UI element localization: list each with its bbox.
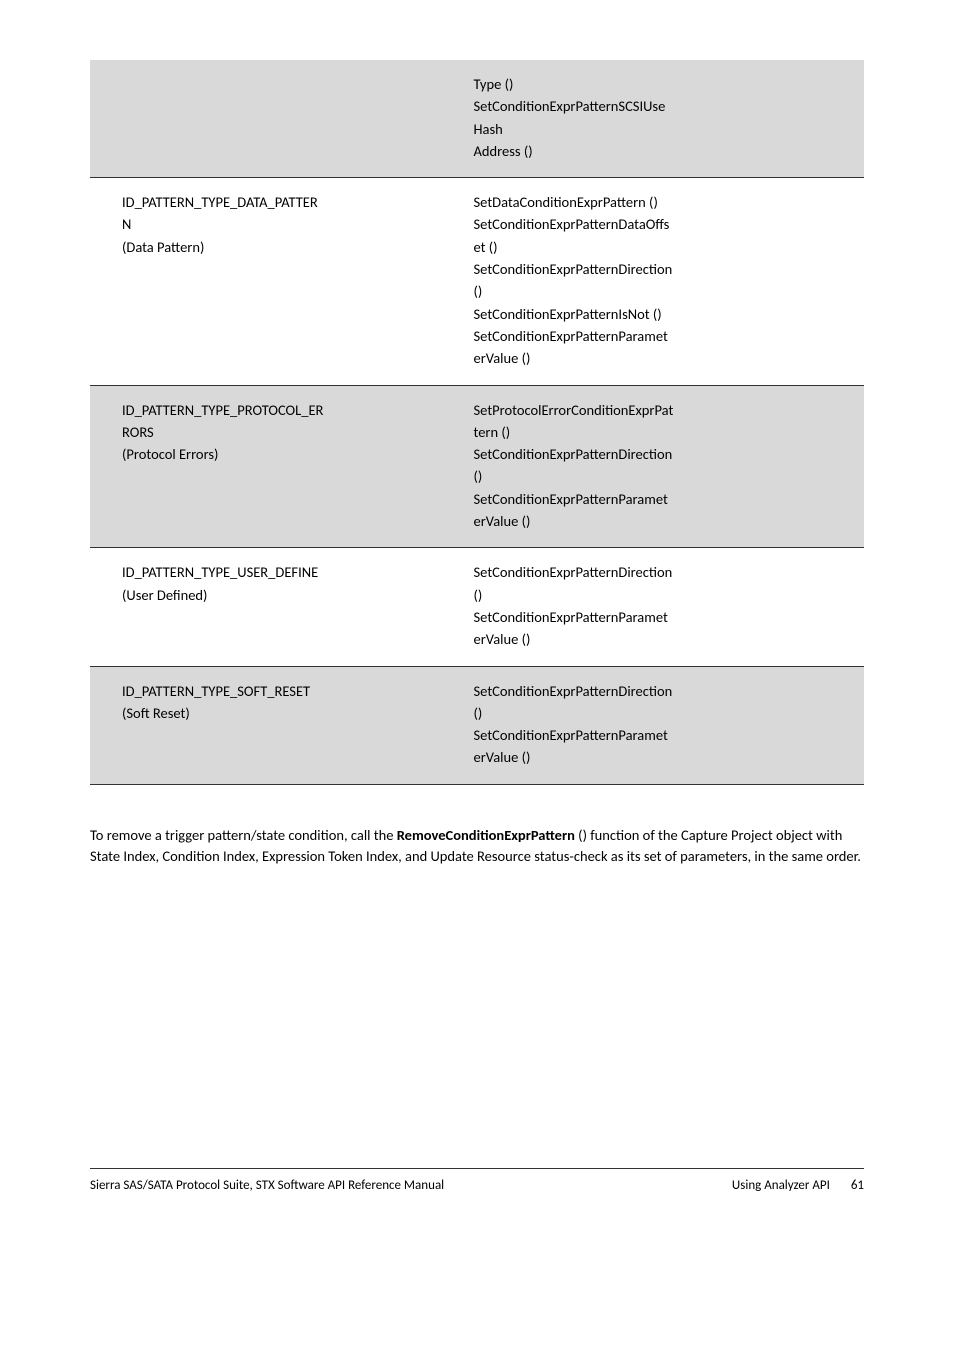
cell-text: SetProtocolErrorConditionExprPat [474, 400, 852, 420]
cell-text: ID_PATTERN_TYPE_SOFT_RESET [122, 681, 450, 701]
pattern-name-cell: ID_PATTERN_TYPE_USER_DEFINE (User Defined… [90, 548, 462, 666]
cell-text: erValue () [474, 747, 852, 767]
cell-text: erValue () [474, 629, 852, 649]
cell-text: SetConditionExprPatternDataOffs [474, 214, 852, 234]
footer-page-number: 61 [851, 1178, 864, 1193]
footer-right: Using Analyzer API 61 [732, 1177, 864, 1195]
cell-text: (Soft Reset) [122, 703, 450, 723]
cell-text: (Protocol Errors) [122, 444, 450, 464]
para-bold: RemoveConditionExprPattern [397, 826, 575, 844]
pattern-name-cell: ID_PATTERN_TYPE_DATA_PATTERN (Data Patter… [90, 178, 462, 385]
cell-text: SetConditionExprPatternParamet [474, 326, 852, 346]
table-row: ID_PATTERN_TYPE_PROTOCOL_ERRORS(Protocol… [90, 385, 864, 548]
footer-divider [90, 1168, 864, 1177]
table-row: ID_PATTERN_TYPE_SOFT_RESET(Soft Reset)Se… [90, 666, 864, 784]
pattern-name-cell: ID_PATTERN_TYPE_SOFT_RESET(Soft Reset) [90, 666, 462, 784]
cell-text: SetConditionExprPatternDirection [474, 681, 852, 701]
cell-text: SetConditionExprPatternParamet [474, 489, 852, 509]
footer-section-label: Using Analyzer API [732, 1178, 830, 1193]
cell-text: erValue () [474, 511, 852, 531]
cell-text: () [474, 703, 852, 723]
cell-text: SetConditionExprPatternDirection [474, 444, 852, 464]
cell-text: SetConditionExprPatternSCSIUse [474, 96, 852, 116]
cell-text: tern () [474, 422, 852, 442]
para-pre: To remove a trigger pattern/state condit… [90, 826, 397, 844]
table-row: Type ()SetConditionExprPatternSCSIUse Has… [90, 60, 864, 178]
pattern-functions-cell: SetDataConditionExprPattern ()SetConditi… [462, 178, 864, 385]
footer-left-text: Sierra SAS/SATA Protocol Suite, STX Soft… [90, 1177, 732, 1195]
cell-text: et () [474, 237, 852, 257]
page-footer: Sierra SAS/SATA Protocol Suite, STX Soft… [90, 1177, 864, 1195]
pattern-table: Type ()SetConditionExprPatternSCSIUse Has… [90, 60, 864, 785]
pattern-functions-cell: SetConditionExprPatternDirection()SetCon… [462, 666, 864, 784]
cell-text: () [474, 281, 852, 301]
cell-text: (User Defined) [122, 585, 450, 605]
table-row: ID_PATTERN_TYPE_DATA_PATTERN (Data Patter… [90, 178, 864, 385]
cell-text: (Data Pattern) [122, 237, 450, 257]
pattern-functions-cell: SetConditionExprPatternDirection ()SetCon… [462, 548, 864, 666]
cell-text: SetConditionExprPatternParamet [474, 725, 852, 745]
cell-text: SetConditionExprPatternDirection [474, 259, 852, 279]
pattern-functions-cell: Type ()SetConditionExprPatternSCSIUse Has… [462, 60, 864, 178]
cell-text: SetConditionExprPatternIsNot () [474, 304, 852, 324]
cell-text: Type () [474, 74, 852, 94]
pattern-name-cell: ID_PATTERN_TYPE_PROTOCOL_ERRORS(Protocol… [90, 385, 462, 548]
cell-text: N [122, 214, 450, 234]
cell-text: () [474, 466, 852, 486]
cell-text: SetConditionExprPatternDirection [474, 562, 852, 582]
cell-text: SetDataConditionExprPattern () [474, 192, 852, 212]
cell-text: () [474, 585, 852, 605]
cell-text: Address () [474, 141, 852, 161]
cell-text: ID_PATTERN_TYPE_USER_DEFINE [122, 562, 450, 582]
cell-text: RORS [122, 422, 450, 442]
pattern-name-cell [90, 60, 462, 178]
table-row: ID_PATTERN_TYPE_USER_DEFINE (User Defined… [90, 548, 864, 666]
cell-text: erValue () [474, 348, 852, 368]
pattern-functions-cell: SetProtocolErrorConditionExprPattern ()S… [462, 385, 864, 548]
cell-text: SetConditionExprPatternParamet [474, 607, 852, 627]
cell-text: Hash [474, 119, 852, 139]
description-paragraph: To remove a trigger pattern/state condit… [90, 825, 864, 869]
cell-text: ID_PATTERN_TYPE_PROTOCOL_ER [122, 400, 450, 420]
cell-text: ID_PATTERN_TYPE_DATA_PATTER [122, 192, 450, 212]
